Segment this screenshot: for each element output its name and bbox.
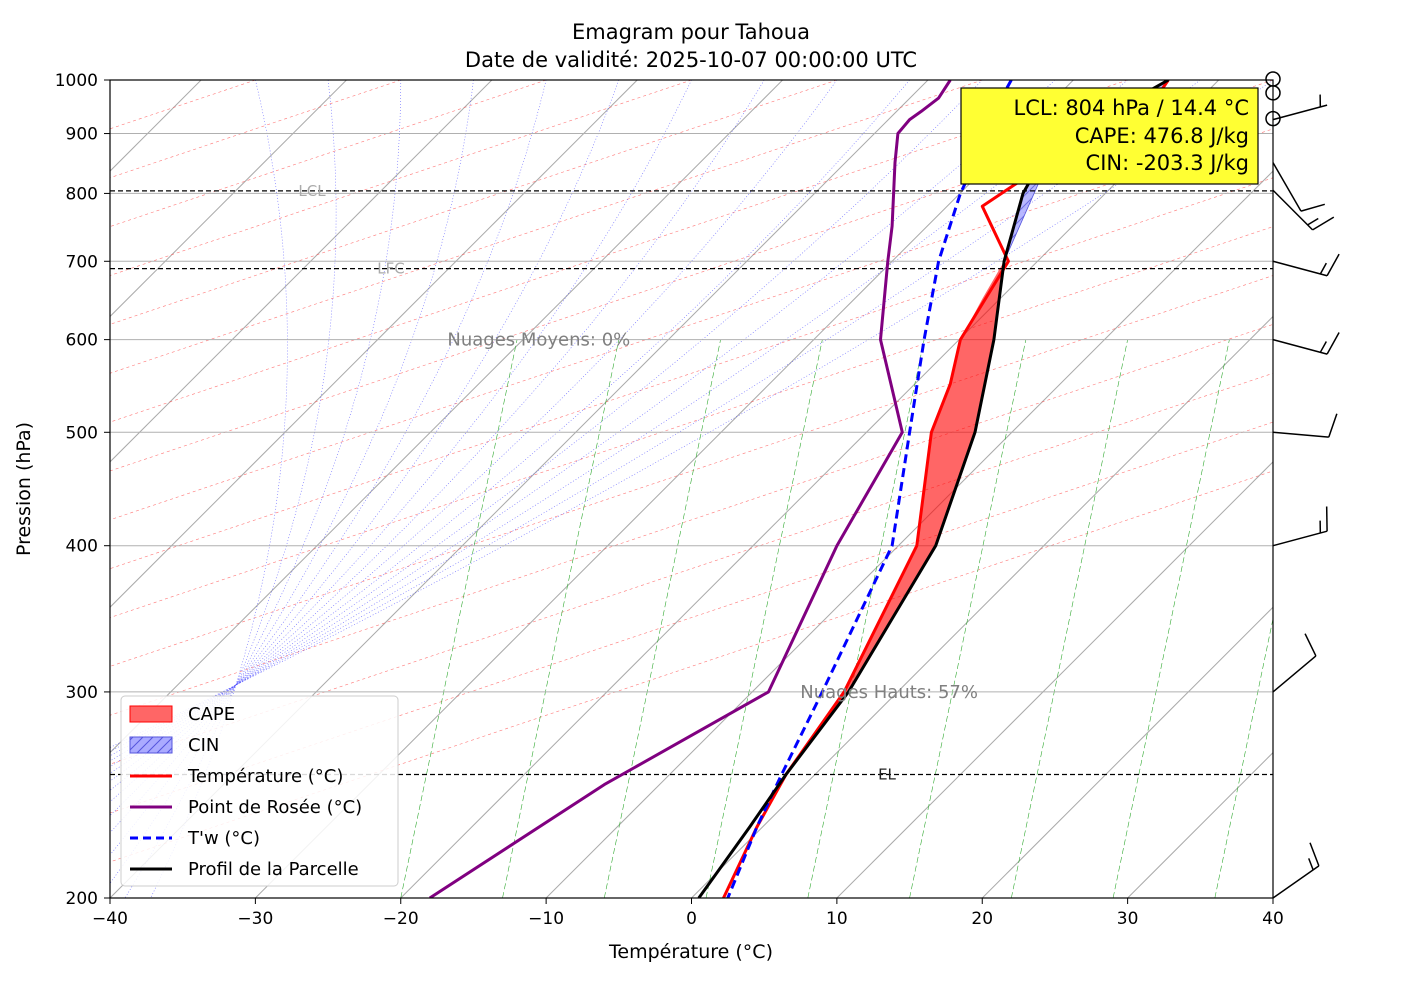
- legend-label: Point de Rosée (°C): [188, 797, 362, 818]
- y-tick-label: 900: [66, 125, 98, 145]
- info-lcl: LCL: 804 hPa / 14.4 °C: [1014, 96, 1250, 120]
- chart-subtitle: Date de validité: 2025-10-07 00:00:00 UT…: [465, 48, 917, 72]
- legend-label: Température (°C): [187, 766, 343, 787]
- level-label-lfc: LFC: [377, 260, 404, 278]
- x-tick-label: 0: [686, 909, 697, 929]
- legend-label: CIN: [188, 735, 219, 756]
- y-tick-label: 500: [66, 423, 98, 443]
- legend-label: T'w (°C): [187, 828, 260, 849]
- legend-label: CAPE: [188, 704, 235, 725]
- mid-clouds-label: Nuages Moyens: 0%: [447, 330, 630, 351]
- chart-title: Emagram pour Tahoua: [572, 20, 810, 44]
- info-box: LCL: 804 hPa / 14.4 °C CAPE: 476.8 J/kg …: [961, 88, 1258, 184]
- y-tick-label: 300: [66, 683, 98, 703]
- legend-swatch-cape: [130, 706, 172, 722]
- y-tick-label: 400: [66, 537, 98, 557]
- x-tick-label: 30: [1117, 909, 1139, 929]
- x-tick-label: −20: [383, 909, 419, 929]
- legend-box: [121, 696, 398, 886]
- legend-swatch-cin: [130, 737, 172, 753]
- y-axis-label: Pression (hPa): [13, 422, 35, 556]
- y-tick-label: 600: [66, 331, 98, 351]
- y-tick-label: 1000: [55, 71, 98, 91]
- y-tick-label: 200: [66, 889, 98, 909]
- x-tick-label: 20: [971, 909, 993, 929]
- y-tick-label: 700: [66, 252, 98, 272]
- x-axis-label: Température (°C): [608, 941, 773, 963]
- x-tick-label: −30: [237, 909, 273, 929]
- info-cape: CAPE: 476.8 J/kg: [1075, 124, 1249, 148]
- x-tick-label: −10: [528, 909, 564, 929]
- high-clouds-label: Nuages Hauts: 57%: [800, 682, 978, 703]
- y-tick-label: 800: [66, 184, 98, 204]
- level-label-el: EL: [878, 766, 896, 784]
- legend-label: Profil de la Parcelle: [188, 859, 359, 880]
- level-label-lcl: LCL: [298, 182, 326, 200]
- x-tick-label: −40: [92, 909, 128, 929]
- info-cin: CIN: -203.3 J/kg: [1086, 151, 1249, 175]
- x-tick-label: 10: [826, 909, 848, 929]
- legend: CAPE CIN Température (°C) Point de Rosée (°…: [121, 696, 398, 886]
- x-tick-label: 40: [1262, 909, 1284, 929]
